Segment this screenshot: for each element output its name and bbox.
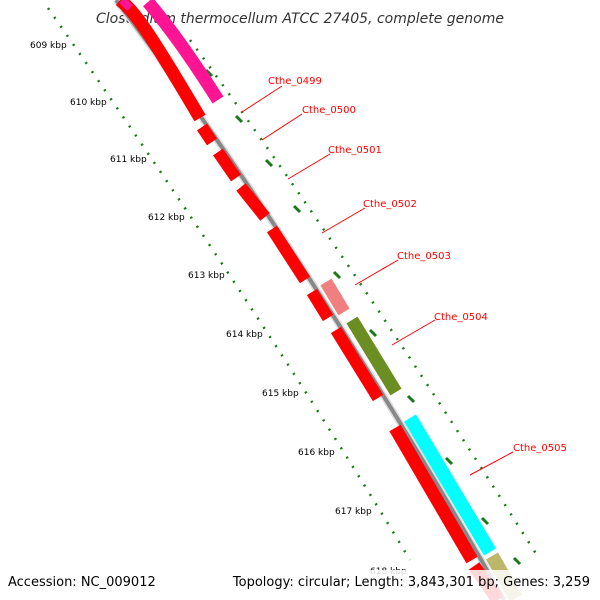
major-tick <box>368 328 378 338</box>
scale-dotted-line-left <box>46 7 412 561</box>
kbp-labels: 609 kbp 610 kbp 611 kbp 612 kbp 613 kbp … <box>30 41 407 577</box>
kbp-label: 614 kbp <box>226 330 263 340</box>
major-tick <box>444 456 454 466</box>
feature-block-magenta <box>119 0 133 11</box>
feature-block-cyan <box>403 414 497 556</box>
kbp-label: 613 kbp <box>188 271 225 281</box>
feature-block <box>236 183 270 221</box>
feature-block <box>197 123 217 146</box>
callout-line <box>287 153 331 180</box>
reverse-strand-features <box>115 0 504 600</box>
feature-block-salmon <box>320 278 350 316</box>
scale-dotted-line-right <box>188 39 542 561</box>
footer-background <box>0 570 600 600</box>
feature-block <box>213 148 241 182</box>
gene-label-cthe-0499: Cthe_0499 <box>268 76 322 87</box>
gene-label-cthe-0503: Cthe_0503 <box>397 251 451 262</box>
callout-line <box>354 259 399 286</box>
feature-block-magenta <box>143 0 224 104</box>
feature-block <box>389 424 478 564</box>
major-tick <box>292 204 302 214</box>
major-tick <box>234 114 244 124</box>
kbp-label: 612 kbp <box>148 213 185 223</box>
kbp-label: 616 kbp <box>298 448 335 458</box>
gene-label-cthe-0502: Cthe_0502 <box>363 199 417 210</box>
kbp-label: 617 kbp <box>335 507 372 517</box>
feature-block <box>266 225 311 284</box>
callout-line <box>321 207 366 234</box>
callout-line <box>469 451 514 476</box>
feature-block <box>306 288 334 322</box>
kbp-label: 609 kbp <box>30 41 67 51</box>
callout-line <box>261 113 303 141</box>
kbp-label: 611 kbp <box>110 155 147 165</box>
feature-block-olive <box>346 316 402 396</box>
major-tick <box>512 556 522 566</box>
major-tick <box>204 68 214 78</box>
kbp-label: 615 kbp <box>262 389 299 399</box>
feature-block <box>330 326 384 402</box>
map-title: Clostridium thermocellum ATCC 27405, com… <box>96 11 504 27</box>
gene-label-cthe-0501: Cthe_0501 <box>328 145 382 156</box>
kbp-label: 610 kbp <box>70 98 107 108</box>
major-tick <box>406 394 416 404</box>
footer-topology: Topology: circular; Length: 3,843,301 bp… <box>232 575 590 590</box>
gene-label-cthe-0505: Cthe_0505 <box>513 443 567 454</box>
scale-ticks-right <box>188 39 542 566</box>
callout-line <box>241 85 283 113</box>
major-tick <box>480 516 490 526</box>
major-tick <box>264 158 274 168</box>
gene-label-cthe-0504: Cthe_0504 <box>434 312 488 323</box>
footer-accession: Accession: NC_009012 <box>8 575 156 590</box>
major-tick <box>332 270 342 280</box>
scale-ticks-left <box>46 7 412 561</box>
gene-label-cthe-0500: Cthe_0500 <box>302 105 356 116</box>
gene-callouts: Cthe_0499 Cthe_0500 Cthe_0501 Cthe_0502 … <box>241 76 567 476</box>
callout-line <box>391 319 436 346</box>
